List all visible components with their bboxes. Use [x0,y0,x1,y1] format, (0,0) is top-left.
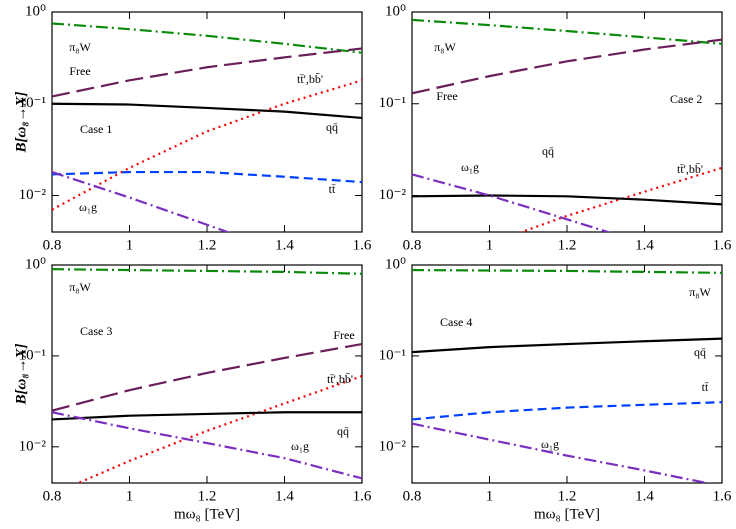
x-tick-label: 1.6 [353,488,372,504]
series-label: qq̄ [542,144,554,158]
y-tick-label: 10⁻² [19,187,47,203]
y-tick-label: 10⁻² [379,187,407,203]
y-tick-label: 10⁰ [25,3,46,19]
series-label: π₈W [689,285,711,299]
y-tick-label: 10⁰ [385,256,406,272]
series-line [52,268,362,275]
series-label: ω₁g [461,160,479,174]
x-tick-label: 0.8 [43,237,62,253]
x-axis-label: mω₈ [TeV] [534,506,600,522]
plot-lines [52,22,362,232]
y-tick-label: 10⁰ [385,3,406,19]
x-tick-label: 1.2 [558,237,577,253]
x-tick-label: 0.8 [403,237,422,253]
y-tick-label: 10⁻² [19,438,47,454]
plot-lines [412,268,722,483]
case-label: Case 1 [80,122,112,136]
x-tick-label: 1.4 [275,237,294,253]
x-tick-label: 1.2 [558,488,577,504]
y-tick-label: 10⁻¹ [19,347,46,363]
series-label: tt̄',bb̄' [297,72,323,86]
x-tick-label: 1.2 [198,237,217,253]
series-line [52,79,362,211]
series-line [412,38,722,95]
series-label: tt̄',bb̄' [677,162,703,176]
series-label: π₈W [69,40,91,54]
x-tick-label: 0.8 [43,488,62,504]
series-line [52,342,362,412]
y-tick-label: 10⁻¹ [379,347,406,363]
series-line [412,422,713,483]
series-line [52,47,362,98]
series-line [75,375,362,483]
x-axis-label: mω₈ [TeV] [174,506,240,522]
series-label: Free [333,328,354,342]
x-tick-label: 1.4 [275,488,294,504]
series-label: ω₁g [79,200,97,214]
series-line [52,411,362,480]
x-tick-label: 1.6 [713,488,732,504]
x-tick-label: 1.6 [353,237,372,253]
series-line [52,102,362,120]
y-tick-label: 10⁻² [379,438,407,454]
x-tick-label: 1.2 [198,488,217,504]
series-line [412,173,612,232]
series-line [412,401,722,421]
series-label: qq̄ [337,424,349,438]
x-tick-label: 1.4 [635,488,654,504]
series-line [52,411,362,421]
series-label: tt̄',bb̄' [327,372,353,386]
series-label: ω₁g [291,439,309,453]
y-tick-label: 10⁻¹ [379,95,406,111]
y-tick-label: 10⁻¹ [19,95,46,111]
series-line [412,337,722,354]
x-tick-label: 1 [486,488,494,504]
series-label: tt̄ [329,182,336,196]
y-tick-label: 10⁰ [25,256,46,272]
series-label: qq̄ [326,120,338,134]
series-line [52,170,362,184]
series-label: π₈W [434,40,456,54]
series-label: Free [69,64,90,78]
series-label: Free [436,89,457,103]
plot-frame [411,264,723,484]
series-line [412,268,722,274]
plot-lines [52,268,362,483]
x-tick-label: 1.4 [635,237,654,253]
series-line [412,18,722,45]
y-axis-label: B[ω₈→X] [13,343,29,405]
y-axis-label: B[ω₈→X] [13,91,29,153]
series-label: ω₁g [541,437,559,451]
series-line [52,171,231,232]
series-line [412,194,722,206]
x-tick-label: 0.8 [403,488,422,504]
series-label: tt̄ [702,380,709,394]
series-line [52,22,362,54]
case-label: Case 2 [670,92,702,106]
case-label: Case 4 [440,315,472,329]
x-tick-label: 1.6 [713,237,732,253]
plot-lines [412,18,722,232]
case-label: Case 3 [80,324,112,338]
x-tick-label: 1 [486,237,494,253]
series-label: π₈W [69,280,91,294]
x-tick-label: 1 [126,237,134,253]
series-label: qq̄ [694,345,706,359]
x-tick-label: 1 [126,488,134,504]
